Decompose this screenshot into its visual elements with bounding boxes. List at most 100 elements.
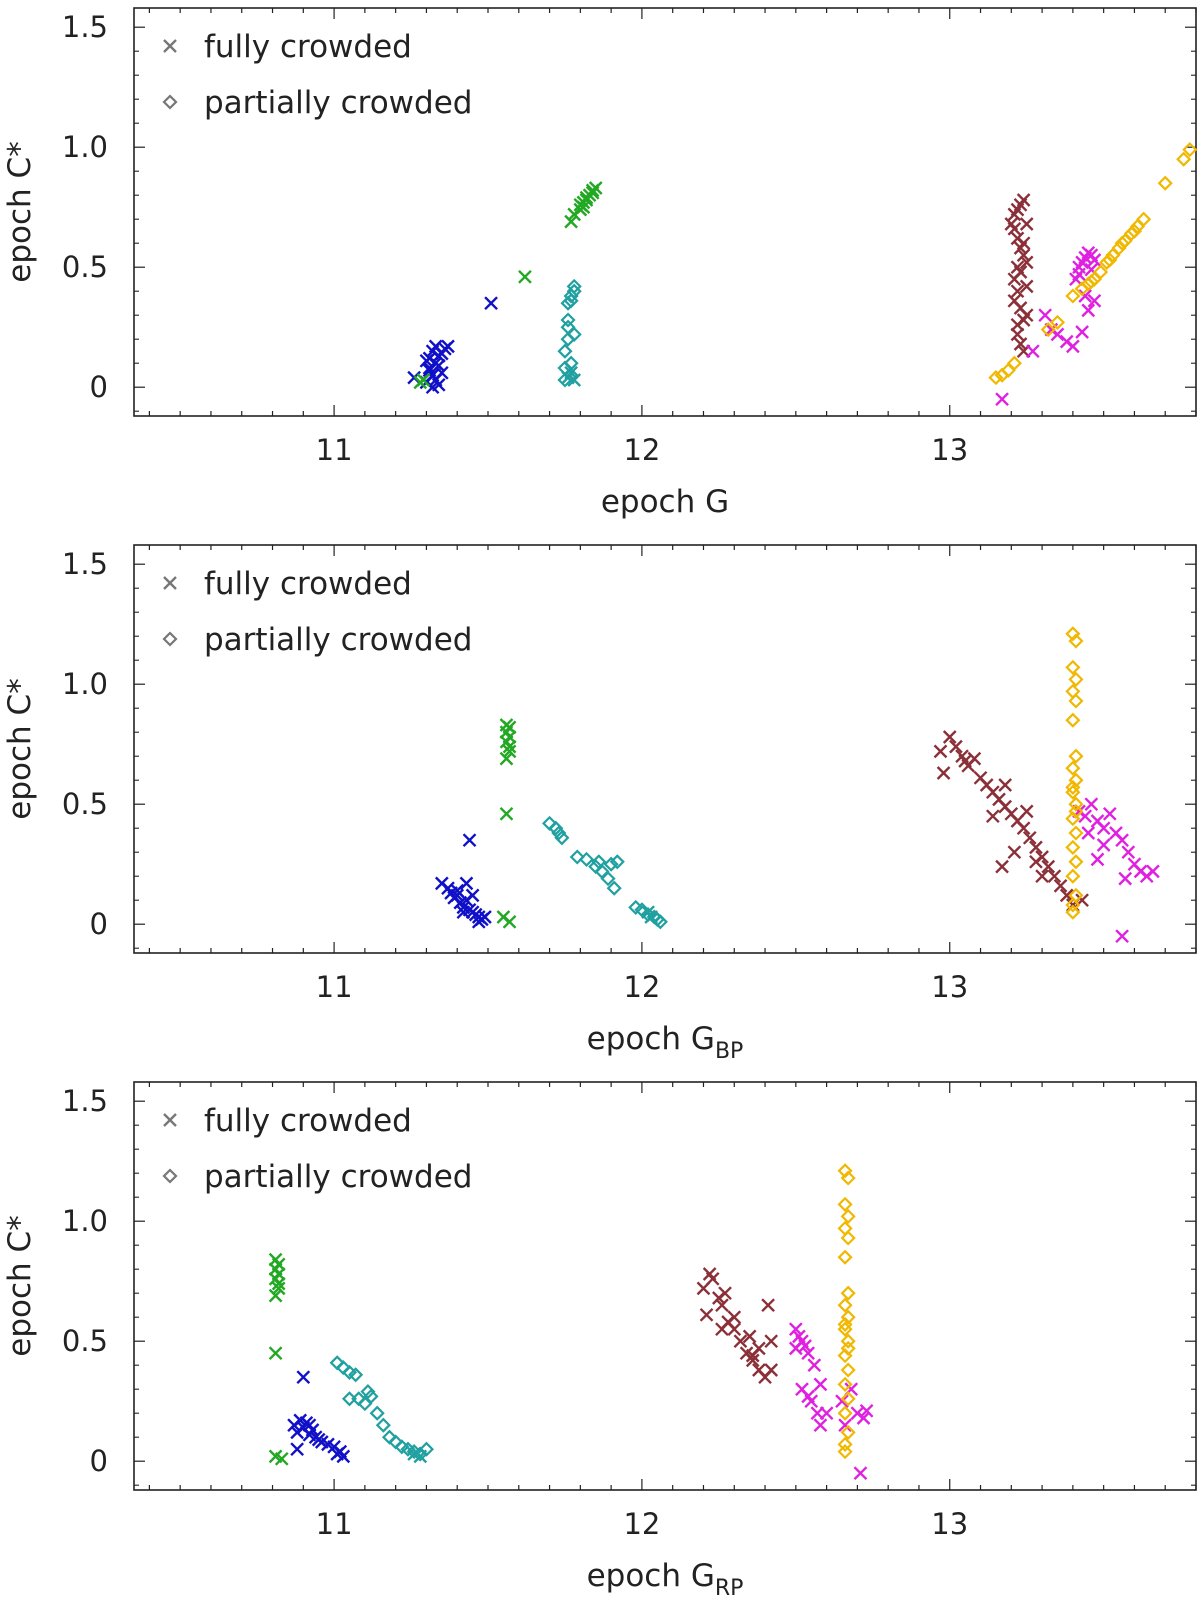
cross-point [573, 202, 588, 217]
panel-gbp: 11 12 13 0 0.5 1.0 1.5 epoch GBP epoch C* fully c… [2, 544, 1197, 1064]
legend-cross-marker [163, 1113, 177, 1127]
cross-point [733, 1334, 748, 1349]
series-maroon [696, 1267, 779, 1385]
diamond-point [1065, 626, 1081, 642]
diamond-point [591, 854, 607, 870]
legend-label: partially crowded [204, 1159, 472, 1195]
legend-diamond-marker [162, 94, 178, 110]
x-axis-label: epoch GRP [587, 1558, 744, 1601]
cross-point [727, 1322, 742, 1337]
cross-point [985, 809, 1000, 824]
x-tick-label: 12 [623, 433, 660, 467]
diamond-point [628, 899, 644, 915]
cross-point [1121, 845, 1136, 860]
diamond-point [548, 820, 564, 836]
diamond-point [840, 1362, 856, 1378]
diamond-point [418, 1441, 434, 1457]
diamond-point [840, 1208, 856, 1224]
cross-point [274, 1451, 289, 1466]
cross-point [1090, 852, 1105, 867]
diamond-point [840, 1285, 856, 1301]
series-maroon [933, 730, 1089, 912]
diamond-point [840, 1333, 856, 1349]
cross-point [425, 380, 440, 395]
cross-point [271, 1281, 286, 1296]
series-magenta [1072, 797, 1160, 944]
diamond-point [1065, 904, 1081, 920]
cross-point [1007, 293, 1022, 308]
series-gold [837, 1163, 856, 1460]
cross-point [801, 1346, 815, 1361]
diamond-point [1065, 897, 1081, 913]
diamond-point [1068, 803, 1084, 819]
cross-point [1072, 267, 1086, 282]
diamond-point [1114, 235, 1130, 251]
cross-point [1029, 854, 1043, 869]
cross-point [311, 1432, 326, 1447]
cross-point [1118, 871, 1133, 886]
diamond-point [569, 849, 585, 865]
legend: fully crowded partially crowded [162, 29, 472, 121]
cross-point [715, 1322, 729, 1337]
cross-point [471, 914, 486, 929]
cross-point [518, 269, 532, 284]
x-tick-label: 13 [931, 433, 968, 467]
series-gold [988, 142, 1198, 386]
cross-point [949, 739, 963, 754]
legend-label: partially crowded [204, 622, 472, 658]
x-axis-label-main: epoch G [587, 1021, 715, 1057]
diamond-point [551, 825, 567, 841]
cross-point [1019, 255, 1034, 270]
diamond-point [563, 288, 579, 304]
x-tick-label: 13 [931, 1507, 968, 1541]
diamond-point [837, 1405, 853, 1421]
series-maroon [1004, 193, 1034, 359]
cross-point [459, 876, 474, 891]
diamond-point [578, 851, 595, 867]
cross-point [942, 730, 957, 744]
diamond-point [1083, 274, 1099, 290]
cross-point [1066, 339, 1080, 354]
cross-point [1096, 838, 1111, 852]
cross-point [1007, 221, 1022, 236]
y-axis-label: epoch C* [2, 678, 38, 819]
legend: fully crowded partially crowded [162, 1103, 472, 1195]
cross-point [853, 1466, 868, 1481]
diamond-point [1176, 151, 1192, 167]
diamond-point [837, 1297, 853, 1313]
cross-point [502, 739, 517, 754]
diamond-point [1136, 211, 1152, 227]
cross-point [838, 1418, 852, 1433]
x-tick-label: 11 [316, 433, 353, 467]
x-tick-label: 12 [623, 970, 660, 1004]
cross-point [502, 914, 517, 929]
diamond-point [840, 1391, 856, 1407]
diamond-point [566, 278, 582, 294]
diamond-point [1093, 264, 1109, 280]
cross-point [1096, 821, 1111, 836]
cross-point [813, 1418, 828, 1433]
cross-point [1081, 826, 1096, 840]
x-tick-label: 11 [316, 970, 353, 1004]
y-tick-label: 1.5 [62, 547, 108, 581]
cross-point [715, 1298, 729, 1313]
legend-diamond-marker [162, 631, 178, 647]
diamond-point [1049, 314, 1066, 330]
y-tick-label: 1.0 [62, 667, 108, 701]
series-teal [542, 815, 668, 930]
legend-label: fully crowded [204, 566, 412, 602]
diamond-point [1068, 796, 1084, 812]
cross-point [1016, 821, 1031, 836]
cross-point [1029, 840, 1043, 855]
diamond-point [1068, 772, 1084, 788]
cross-point [330, 1447, 345, 1461]
cross-point [788, 1322, 803, 1337]
cross-point [1087, 293, 1102, 308]
diamond-point [1065, 659, 1081, 675]
cross-point [1081, 303, 1096, 318]
cross-point [1115, 833, 1129, 848]
cross-point [995, 392, 1009, 407]
legend-label: partially crowded [204, 85, 472, 121]
cross-point [718, 1286, 732, 1301]
